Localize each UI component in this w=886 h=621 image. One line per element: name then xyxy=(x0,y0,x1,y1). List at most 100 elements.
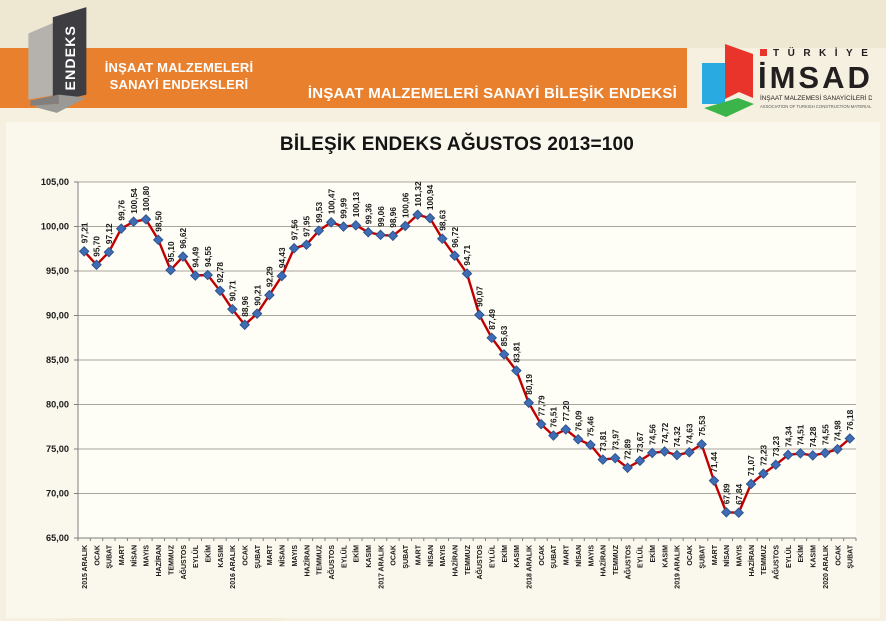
x-axis-label: HAZİRAN xyxy=(600,545,608,577)
data-value-label: 76,18 xyxy=(845,409,855,430)
data-point-marker xyxy=(622,462,633,474)
x-axis-label: TEMMUZ xyxy=(613,544,620,575)
x-axis-label: EYLÜL xyxy=(191,544,200,568)
endeks-logo-base-shadow xyxy=(30,94,59,106)
program-title-line1: İNŞAAT MALZEMELERİ xyxy=(104,60,254,75)
endeks-logo-icon: ENDEKS xyxy=(24,3,106,120)
data-point-marker xyxy=(721,506,732,518)
endeks-logo-graphic: ENDEKS xyxy=(28,7,87,113)
data-value-label: 80,19 xyxy=(524,374,534,395)
data-point-marker xyxy=(190,270,201,281)
data-value-label: 96,72 xyxy=(450,227,460,248)
y-axis-labels: 65,00 70,00 75,00 80,00 85,00 90,00 95,00 100,0… xyxy=(41,177,69,543)
data-value-label: 75,53 xyxy=(697,415,707,436)
x-axis-label: EYLÜL xyxy=(636,544,645,568)
data-point-marker xyxy=(782,449,794,461)
data-value-label: 87,49 xyxy=(487,309,497,330)
data-point-marker xyxy=(609,452,621,464)
x-axis-label: NİSAN xyxy=(723,545,731,567)
data-value-label: 95,70 xyxy=(92,236,102,257)
data-point-marker xyxy=(239,319,251,331)
data-point-marker xyxy=(449,250,460,261)
data-value-label: 101,32 xyxy=(413,181,423,207)
x-axis-label: EYLÜL xyxy=(488,544,497,568)
x-axis-label: 2020 ARALIK xyxy=(823,545,830,589)
data-value-label: 99,76 xyxy=(116,199,126,220)
data-value-label: 96,62 xyxy=(178,227,188,248)
data-value-label: 100,94 xyxy=(425,184,435,210)
data-value-label: 73,67 xyxy=(635,432,645,453)
x-axis-label: KASIM xyxy=(811,545,818,568)
composite-index-chart: 65,00 70,00 75,00 80,00 85,00 90,00 95,00 100,0… xyxy=(41,177,857,589)
x-axis-label: KASIM xyxy=(218,545,225,568)
y-axis-label: 85,00 xyxy=(46,355,69,365)
header-band: İNŞAAT MALZEMELERİ SANAYİ ENDEKSLERİ İNŞ… xyxy=(0,48,687,108)
x-axis-label: EKİM xyxy=(353,545,361,563)
x-axis-label: OCAK xyxy=(94,545,101,566)
data-point-marker xyxy=(548,430,559,441)
data-value-label: 100,47 xyxy=(326,189,336,215)
x-axis-label: OCAK xyxy=(539,545,546,566)
imsad-logo-icon: TÜRKİYE İMSAD İNŞAAT MALZEMESİ SANAYİCİL… xyxy=(698,42,886,120)
x-axis-label: HAZİRAN xyxy=(748,545,756,577)
data-value-label: 73,23 xyxy=(771,436,781,457)
x-axis-label: HAZİRAN xyxy=(452,545,460,577)
data-value-label: 99,36 xyxy=(363,203,373,224)
data-point-marker xyxy=(708,475,720,486)
data-point-marker xyxy=(362,226,374,238)
imsad-subtitle-english: ASSOCIATION OF TURKISH CONSTRUCTION MATE… xyxy=(760,104,872,109)
x-axis-label: OCAK xyxy=(391,545,398,566)
data-value-label: 100,54 xyxy=(129,188,139,214)
x-axis-label: ŞUBAT xyxy=(551,544,558,568)
data-point-marker xyxy=(523,397,535,409)
x-axis-label: MAYIS xyxy=(588,545,595,567)
data-value-label: 83,81 xyxy=(512,341,522,362)
data-point-marker xyxy=(498,349,510,360)
data-value-label: 85,63 xyxy=(499,325,509,346)
data-point-marker xyxy=(819,447,831,459)
data-value-label: 97,95 xyxy=(302,216,312,237)
x-axis-label: OCAK xyxy=(835,545,842,566)
data-value-label: 94,71 xyxy=(462,244,472,265)
data-point-marker xyxy=(758,468,769,479)
y-axis-label: 70,00 xyxy=(46,489,69,499)
data-point-marker xyxy=(264,289,275,301)
data-point-marker xyxy=(646,447,658,459)
data-point-marker xyxy=(486,332,498,344)
data-value-label: 100,80 xyxy=(141,186,151,212)
data-point-marker xyxy=(412,209,423,221)
x-axis-label: KASIM xyxy=(366,545,373,568)
data-value-label: 92,29 xyxy=(265,266,275,287)
x-axis-label: NİSAN xyxy=(575,545,583,567)
data-value-label: 74,56 xyxy=(647,424,657,445)
data-value-label: 71,07 xyxy=(746,455,756,476)
data-point-marker xyxy=(301,239,312,251)
x-axis-label: AĞUSTOS xyxy=(623,545,632,580)
data-value-label: 74,51 xyxy=(796,424,806,445)
data-point-marker xyxy=(103,246,115,258)
imsad-logo-red-square xyxy=(760,49,767,56)
x-axis-label: ŞUBAT xyxy=(848,544,855,568)
x-axis-labels: 2015 ARALIK OCAK ŞUBAT MART NİSAN MAYIS HAZİRA… xyxy=(82,544,855,588)
x-axis-label: AĞUSTOS xyxy=(772,545,781,580)
x-axis-label: TEMMUZ xyxy=(761,544,768,575)
data-point-marker xyxy=(165,264,176,276)
data-value-label: 76,09 xyxy=(573,410,583,431)
data-point-marker xyxy=(436,233,448,245)
x-axis-label: TEMMUZ xyxy=(465,544,472,575)
x-axis-label: EKİM xyxy=(205,545,213,563)
data-value-label: 75,46 xyxy=(586,416,596,437)
data-point-marker xyxy=(424,212,436,224)
data-value-label: 74,72 xyxy=(660,422,670,443)
x-axis-label: AĞUSTOS xyxy=(179,545,188,580)
data-point-marker xyxy=(745,478,757,490)
data-value-label: 90,21 xyxy=(252,284,262,305)
x-axis-label: KASIM xyxy=(662,545,669,568)
x-axis-label: OCAK xyxy=(687,545,694,566)
y-axis-label: 80,00 xyxy=(46,400,69,410)
data-point-marker xyxy=(128,216,139,228)
data-value-label: 99,99 xyxy=(339,197,349,218)
x-axis-label: OCAK xyxy=(243,545,250,566)
